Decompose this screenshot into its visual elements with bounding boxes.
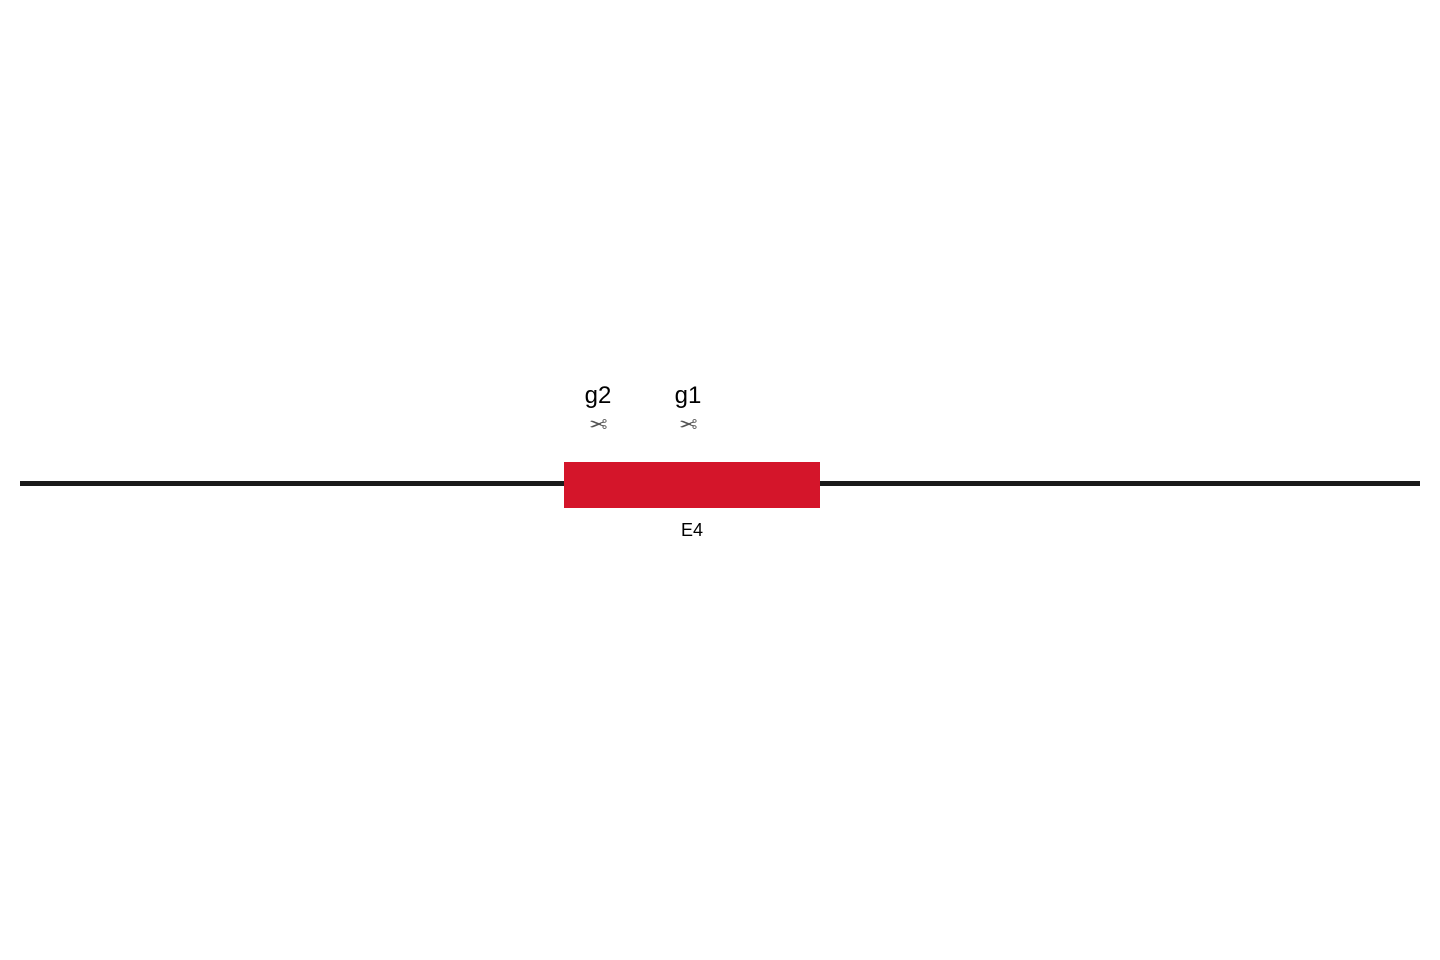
scissors-icon: ✂ (589, 412, 607, 434)
scissors-icon: ✂ (679, 412, 697, 434)
gene-diagram: E4 g2 ✂ g1 ✂ (0, 0, 1440, 960)
cut-label: g2 (585, 382, 612, 410)
cut-site-g1: g1 ✂ (668, 382, 708, 434)
exon-label: E4 (564, 520, 820, 541)
intron-line-right (820, 481, 1420, 486)
cut-label: g1 (675, 382, 702, 410)
exon-box (564, 462, 820, 508)
cut-site-g2: g2 ✂ (578, 382, 618, 434)
intron-line-left (20, 481, 564, 486)
